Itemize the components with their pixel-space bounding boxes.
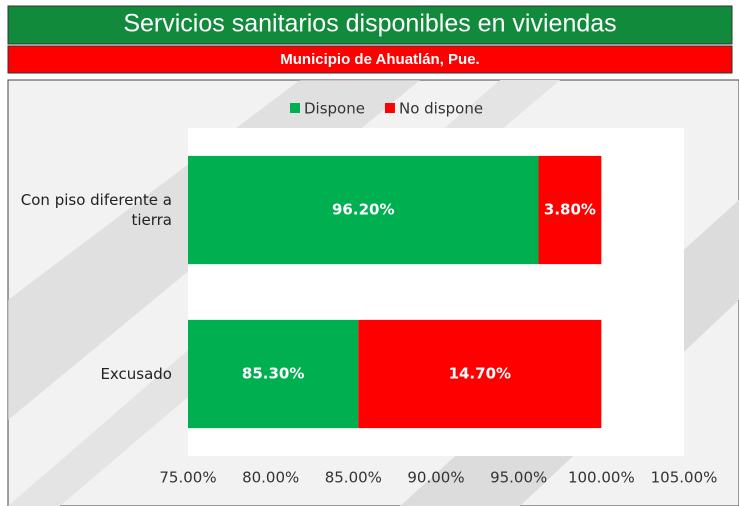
value-label: 14.70% bbox=[449, 365, 511, 383]
y-tick-label: Excusado bbox=[100, 365, 172, 383]
x-tick-label: 95.00% bbox=[490, 469, 547, 487]
chart-subtitle: Municipio de Ahuatlán, Pue. bbox=[280, 51, 479, 68]
legend-swatch bbox=[290, 103, 300, 113]
legend-label: Dispone bbox=[304, 100, 365, 118]
x-tick-label: 100.00% bbox=[568, 469, 635, 487]
legend-swatch bbox=[384, 103, 395, 113]
bar-segment bbox=[358, 319, 602, 429]
bar-segment bbox=[188, 155, 539, 265]
bar-segment bbox=[538, 155, 602, 265]
title-banner bbox=[7, 5, 733, 45]
legend-label: No dispone bbox=[399, 100, 483, 118]
x-tick-label: 90.00% bbox=[407, 469, 464, 487]
x-tick-label: 85.00% bbox=[325, 469, 382, 487]
x-tick-label: 80.00% bbox=[242, 469, 299, 487]
y-tick-label: Con piso diferente a tierra bbox=[20, 191, 172, 229]
value-label: 85.30% bbox=[242, 365, 304, 383]
bar-segment bbox=[188, 319, 359, 429]
value-label: 3.80% bbox=[544, 201, 596, 219]
x-tick-label: 105.00% bbox=[651, 469, 718, 487]
chart-title: Servicios sanitarios disponibles en vivi… bbox=[123, 10, 616, 38]
value-label: 96.20% bbox=[332, 201, 394, 219]
x-tick-label: 75.00% bbox=[159, 469, 216, 487]
subtitle-banner bbox=[7, 45, 733, 74]
